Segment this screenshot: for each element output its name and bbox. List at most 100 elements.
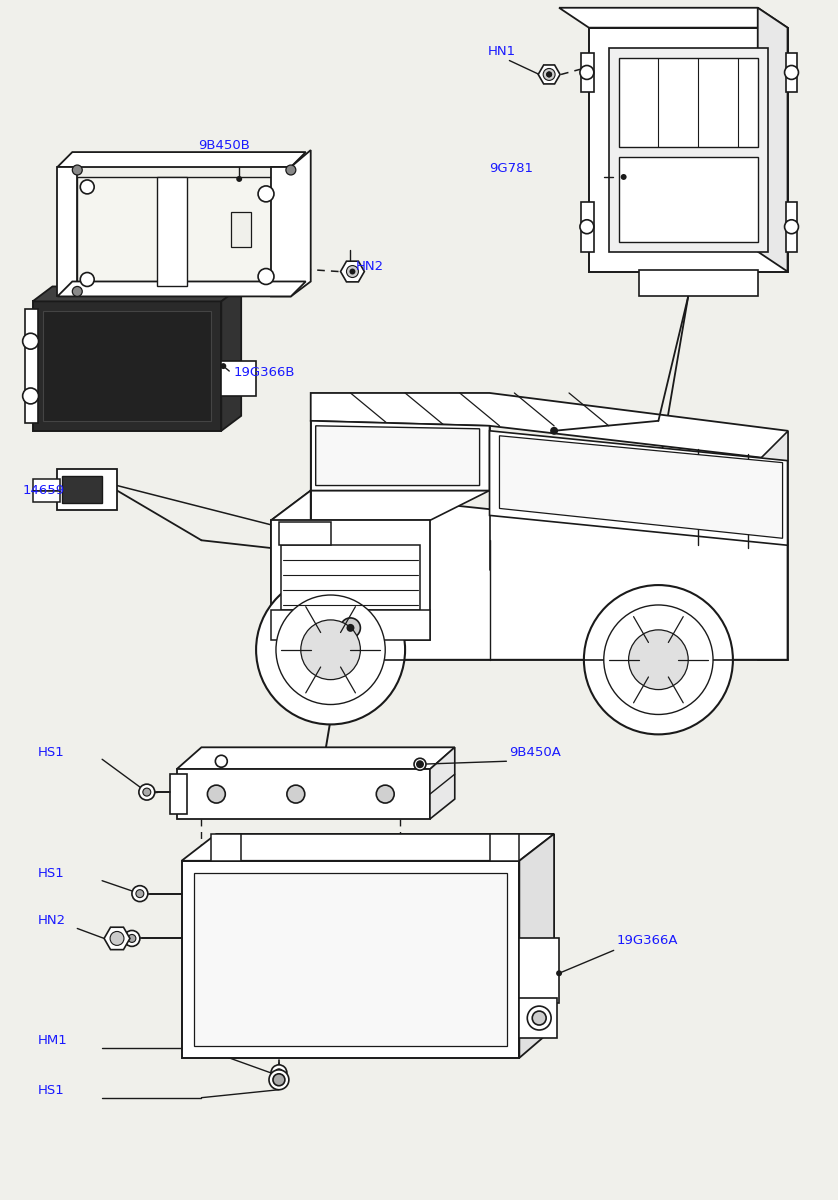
Polygon shape xyxy=(182,860,520,1058)
Polygon shape xyxy=(177,769,430,818)
Text: 19G366B: 19G366B xyxy=(233,366,295,379)
Polygon shape xyxy=(177,748,455,769)
Circle shape xyxy=(72,287,82,296)
Circle shape xyxy=(80,272,94,287)
Circle shape xyxy=(346,265,359,277)
Circle shape xyxy=(258,269,274,284)
Text: 9B450B: 9B450B xyxy=(199,139,251,152)
Circle shape xyxy=(416,761,424,768)
Circle shape xyxy=(23,388,39,404)
Polygon shape xyxy=(157,176,187,287)
Polygon shape xyxy=(581,202,594,252)
Polygon shape xyxy=(758,431,788,660)
Circle shape xyxy=(72,166,82,175)
Polygon shape xyxy=(520,938,559,1003)
Text: HN2: HN2 xyxy=(355,259,384,272)
Polygon shape xyxy=(639,270,758,296)
Polygon shape xyxy=(221,361,256,396)
Circle shape xyxy=(349,269,355,275)
Polygon shape xyxy=(33,301,221,431)
Circle shape xyxy=(346,624,354,632)
Polygon shape xyxy=(311,392,788,461)
Polygon shape xyxy=(281,545,420,610)
Text: HS1: HS1 xyxy=(38,1084,65,1097)
Polygon shape xyxy=(182,834,554,860)
Circle shape xyxy=(584,586,733,734)
Circle shape xyxy=(340,618,360,638)
Polygon shape xyxy=(24,310,38,422)
Circle shape xyxy=(275,1069,283,1076)
Polygon shape xyxy=(58,167,77,296)
Circle shape xyxy=(23,334,39,349)
Polygon shape xyxy=(211,834,241,860)
Circle shape xyxy=(273,1074,285,1086)
Circle shape xyxy=(414,758,426,770)
Text: HS1: HS1 xyxy=(38,746,65,760)
Polygon shape xyxy=(58,469,117,510)
Circle shape xyxy=(215,755,227,767)
Circle shape xyxy=(220,364,226,370)
Polygon shape xyxy=(33,287,241,301)
Polygon shape xyxy=(618,157,758,241)
Circle shape xyxy=(527,1006,551,1030)
Polygon shape xyxy=(231,212,251,247)
Polygon shape xyxy=(489,431,788,545)
Circle shape xyxy=(301,620,360,679)
Polygon shape xyxy=(520,998,557,1038)
Circle shape xyxy=(784,66,799,79)
Circle shape xyxy=(271,1064,287,1081)
Circle shape xyxy=(417,761,423,767)
Polygon shape xyxy=(169,774,187,814)
Polygon shape xyxy=(77,176,271,287)
Circle shape xyxy=(236,176,242,182)
Circle shape xyxy=(128,935,136,942)
Polygon shape xyxy=(104,928,130,949)
Text: 9G781: 9G781 xyxy=(489,162,534,175)
Polygon shape xyxy=(271,491,311,600)
Circle shape xyxy=(139,784,155,800)
Circle shape xyxy=(276,595,385,704)
Polygon shape xyxy=(581,53,594,92)
Circle shape xyxy=(376,785,394,803)
Circle shape xyxy=(628,630,688,690)
Polygon shape xyxy=(499,436,783,539)
Polygon shape xyxy=(340,262,365,282)
Circle shape xyxy=(208,785,225,803)
Circle shape xyxy=(136,889,144,898)
Circle shape xyxy=(258,186,274,202)
Text: HS1: HS1 xyxy=(38,866,65,880)
Polygon shape xyxy=(785,53,798,92)
Circle shape xyxy=(550,427,558,434)
Polygon shape xyxy=(316,426,479,486)
Circle shape xyxy=(546,72,552,78)
Circle shape xyxy=(580,66,594,79)
Polygon shape xyxy=(58,282,306,296)
Circle shape xyxy=(124,930,140,947)
Text: part  parts: part parts xyxy=(329,584,509,616)
Polygon shape xyxy=(758,7,788,271)
Circle shape xyxy=(110,931,124,946)
Circle shape xyxy=(256,575,405,725)
Polygon shape xyxy=(33,491,60,503)
Polygon shape xyxy=(271,150,311,296)
Text: 9B450A: 9B450A xyxy=(510,746,561,760)
Circle shape xyxy=(287,785,305,803)
Circle shape xyxy=(142,788,151,796)
Polygon shape xyxy=(489,834,520,860)
Circle shape xyxy=(132,886,147,901)
Text: 19G366A: 19G366A xyxy=(617,935,678,947)
Polygon shape xyxy=(430,748,455,818)
Polygon shape xyxy=(271,491,489,521)
Circle shape xyxy=(621,174,627,180)
Polygon shape xyxy=(311,421,489,491)
Text: HN1: HN1 xyxy=(488,44,515,58)
Polygon shape xyxy=(271,610,430,640)
Polygon shape xyxy=(271,521,430,640)
Circle shape xyxy=(532,1012,546,1025)
Polygon shape xyxy=(608,48,768,252)
Circle shape xyxy=(286,166,296,175)
Polygon shape xyxy=(221,287,241,431)
Polygon shape xyxy=(279,522,330,545)
Circle shape xyxy=(603,605,713,714)
Polygon shape xyxy=(62,475,102,504)
